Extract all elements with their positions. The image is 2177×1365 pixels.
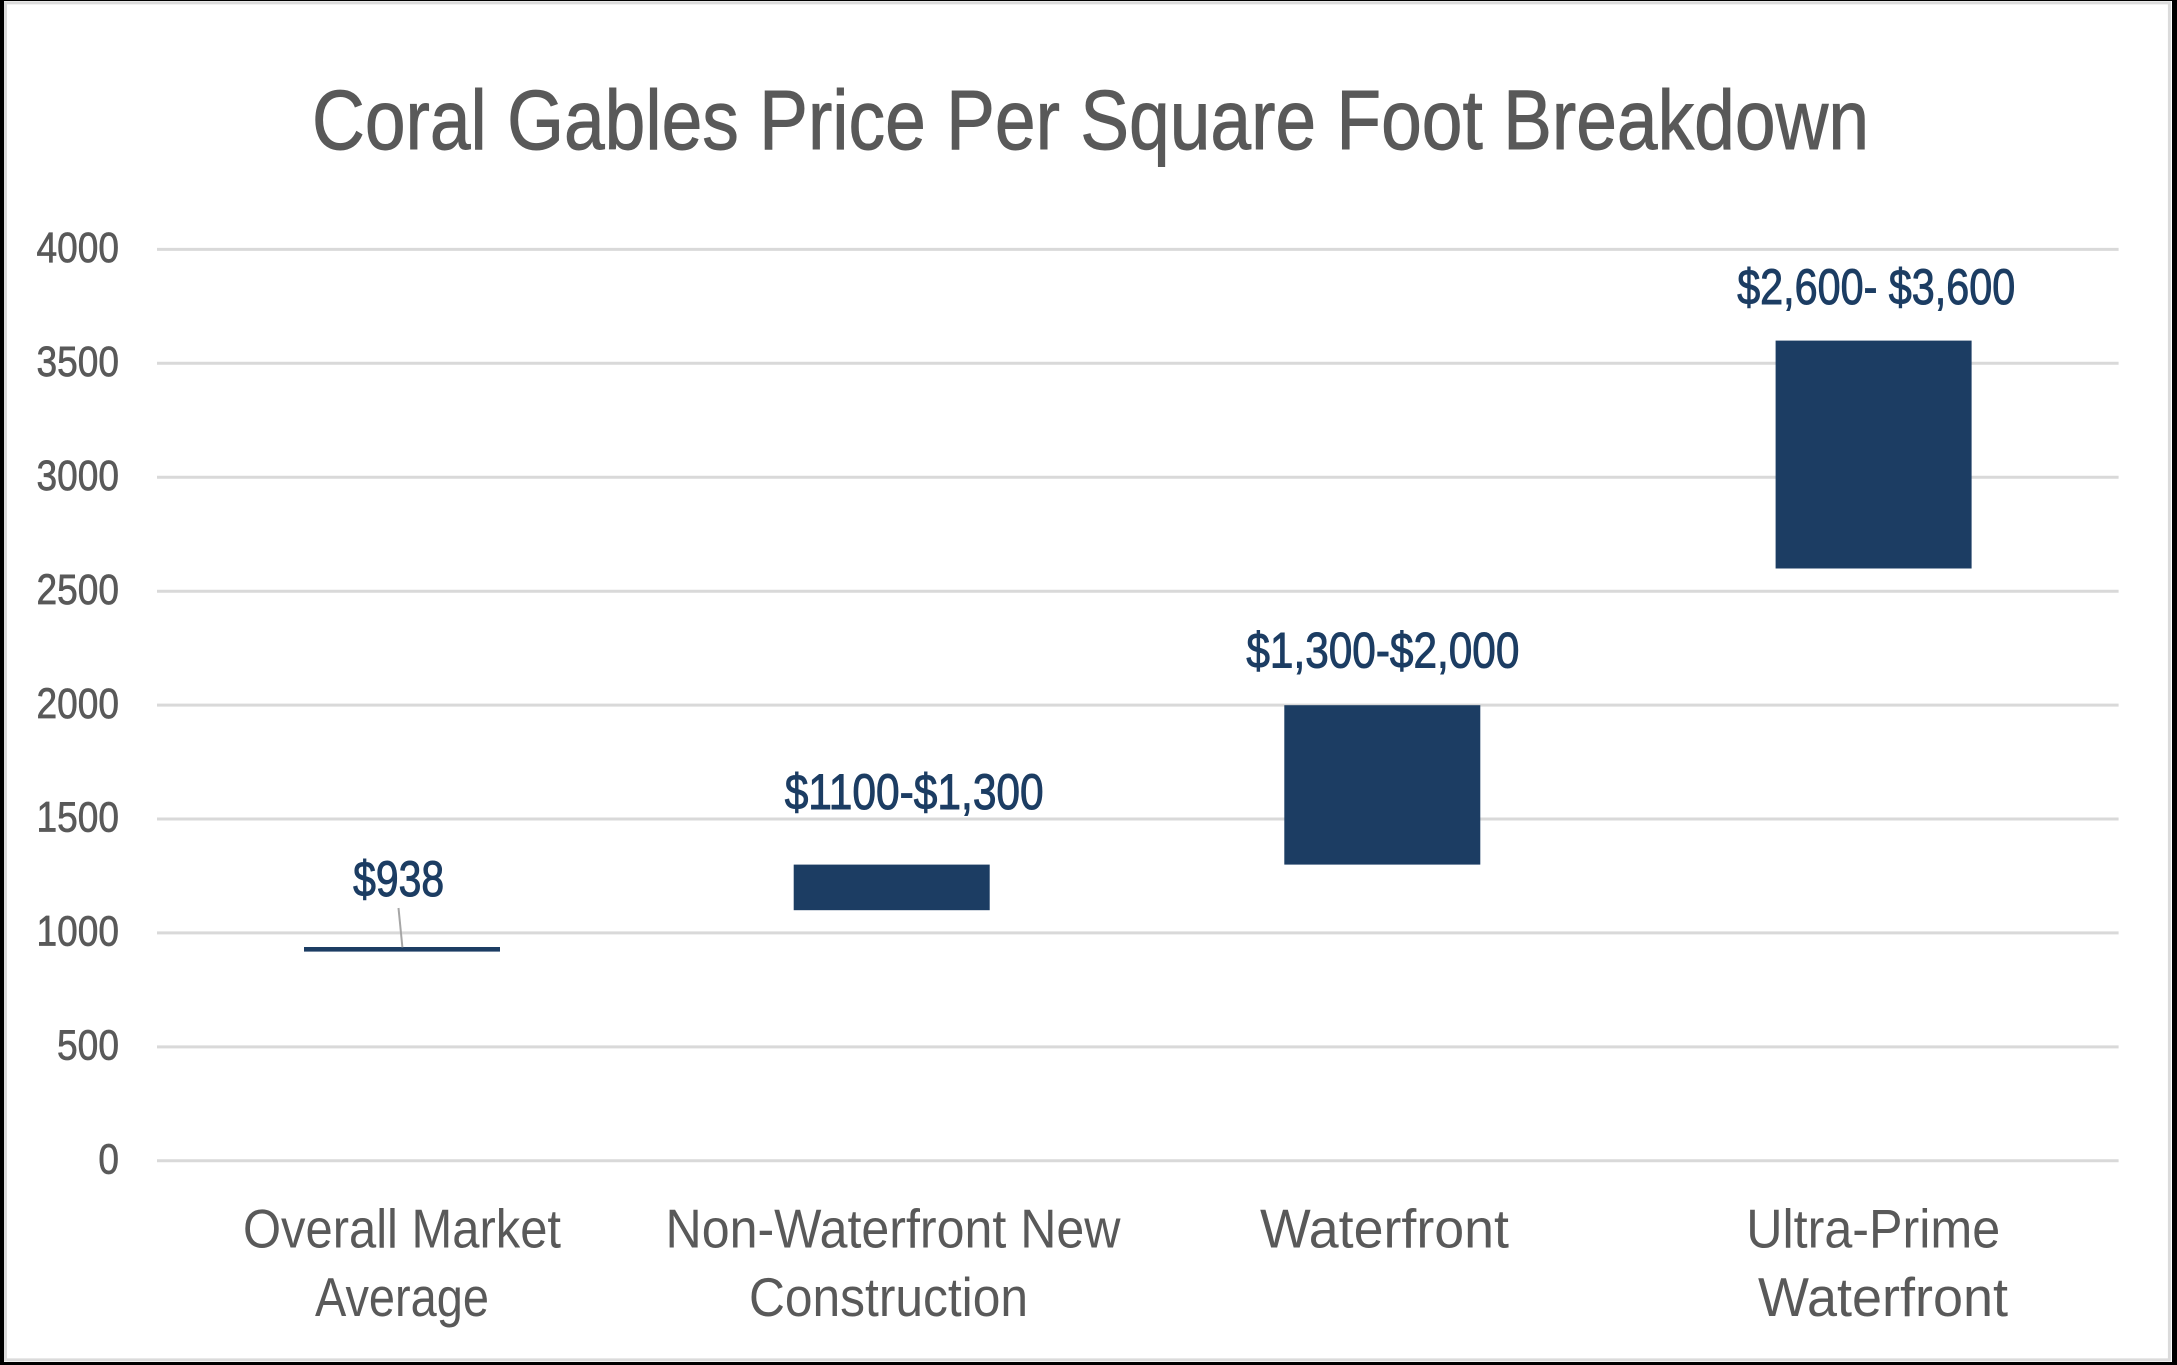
svg-text:0: 0	[98, 1136, 119, 1184]
svg-text:3000: 3000	[37, 452, 120, 500]
svg-text:4000: 4000	[37, 224, 120, 272]
svg-text:2500: 2500	[37, 566, 120, 614]
svg-text:$1100-$1,300: $1100-$1,300	[785, 764, 1044, 820]
svg-text:Average: Average	[315, 1267, 489, 1328]
svg-text:3500: 3500	[37, 338, 120, 386]
svg-text:1000: 1000	[37, 908, 120, 956]
svg-text:$2,600- $3,600: $2,600- $3,600	[1737, 259, 2015, 315]
svg-text:Overall Market: Overall Market	[243, 1198, 561, 1259]
svg-text:Waterfront: Waterfront	[1260, 1198, 1509, 1259]
svg-text:Construction: Construction	[749, 1267, 1028, 1328]
svg-text:Non-Waterfront New: Non-Waterfront New	[666, 1198, 1122, 1259]
svg-text:$1,300-$2,000: $1,300-$2,000	[1246, 622, 1519, 678]
svg-text:Waterfront: Waterfront	[1758, 1267, 2008, 1328]
svg-text:Ultra-Prime: Ultra-Prime	[1746, 1198, 2000, 1259]
svg-text:500: 500	[57, 1022, 119, 1070]
svg-text:1500: 1500	[37, 794, 120, 842]
svg-text:$938: $938	[353, 851, 444, 907]
svg-text:2000: 2000	[37, 680, 120, 728]
svg-text:Coral Gables Price Per Square: Coral Gables Price Per Square Foot Break…	[312, 73, 1869, 167]
